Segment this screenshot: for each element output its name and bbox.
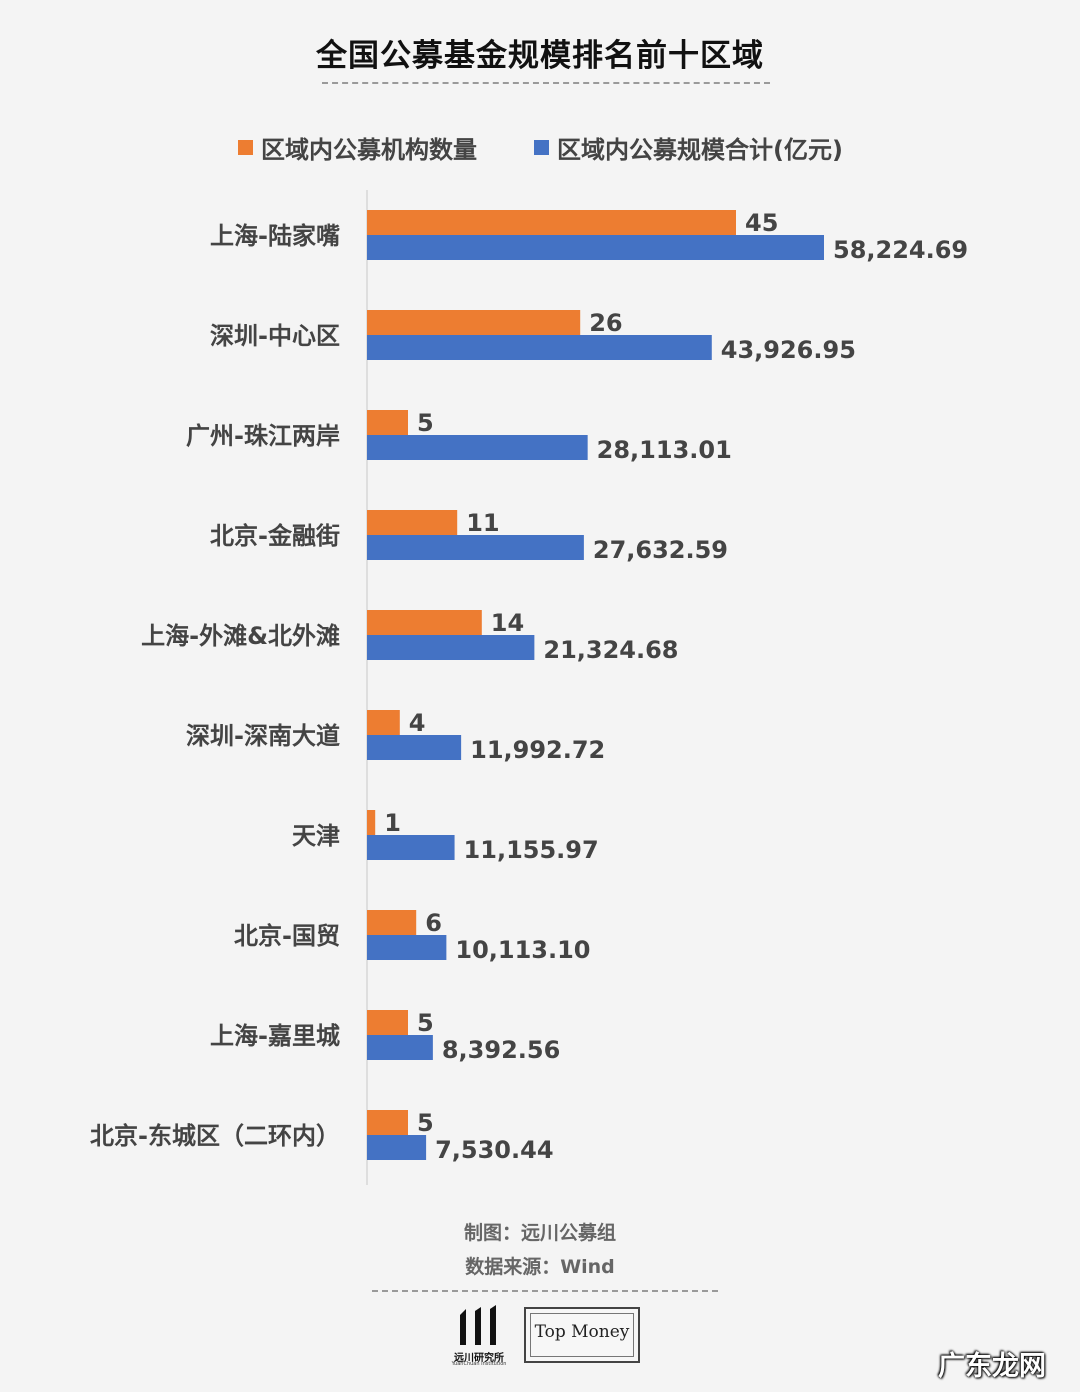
- bar-scale: [367, 435, 588, 460]
- yuanchuan-logo: 远川研究所 YuanChuan Institution: [444, 1305, 514, 1367]
- bar-scale: [367, 935, 447, 960]
- yuanchuan-logo-sub: YuanChuan Institution: [451, 1361, 507, 1367]
- bar-scale: [367, 1035, 433, 1060]
- category-label: 上海-嘉里城: [210, 1022, 340, 1050]
- watermark: 广东龙网: [938, 1351, 1046, 1382]
- title-divider: [322, 82, 770, 84]
- legend-label-scale: 区域内公募规模合计(亿元): [557, 136, 843, 164]
- bar-count: [367, 310, 581, 335]
- data-label-scale: 7,530.44: [435, 1136, 553, 1164]
- data-label-count: 45: [745, 209, 778, 237]
- bar-count: [367, 910, 417, 935]
- bar-count: [367, 210, 736, 235]
- category-label: 上海-陆家嘴: [210, 222, 340, 250]
- legend: 区域内公募机构数量 区域内公募规模合计(亿元): [0, 130, 1080, 164]
- data-label-count: 5: [417, 1109, 434, 1137]
- data-label-scale: 28,113.01: [597, 436, 732, 464]
- bar-count: [367, 1010, 408, 1035]
- data-label-scale: 27,632.59: [593, 536, 728, 564]
- data-label-count: 6: [425, 909, 442, 937]
- yuanchuan-logo-mark: [460, 1305, 496, 1345]
- data-label-scale: 11,155.97: [464, 836, 599, 864]
- data-label-scale: 8,392.56: [442, 1036, 560, 1064]
- legend-label-count: 区域内公募机构数量: [261, 136, 477, 164]
- data-label-scale: 10,113.10: [455, 936, 590, 964]
- bar-scale: [367, 335, 712, 360]
- footer-source: 数据来源：Wind: [465, 1256, 615, 1278]
- category-label: 北京-金融街: [210, 522, 340, 550]
- category-label: 广州-珠江两岸: [186, 422, 340, 450]
- data-label-count: 4: [409, 709, 426, 737]
- legend-swatch-scale: [534, 140, 549, 155]
- chart-title: 全国公募基金规模排名前十区域: [316, 38, 764, 74]
- bar-count: [367, 410, 408, 435]
- data-label-scale: 11,992.72: [470, 736, 605, 764]
- data-label-count: 11: [466, 509, 499, 537]
- bar-scale: [367, 535, 584, 560]
- legend-swatch-count: [238, 140, 253, 155]
- topmoney-logo-text: Top Money: [534, 1322, 630, 1342]
- bar-scale: [367, 635, 535, 660]
- category-label: 上海-外滩&北外滩: [141, 622, 340, 650]
- category-label: 北京-国贸: [234, 922, 340, 950]
- bar-scale: [367, 235, 824, 260]
- data-label-count: 5: [417, 1009, 434, 1037]
- data-label-scale: 43,926.95: [721, 336, 856, 364]
- data-label-count: 14: [491, 609, 524, 637]
- data-label-count: 5: [417, 409, 434, 437]
- data-label-count: 1: [384, 809, 401, 837]
- bar-scale: [367, 1135, 427, 1160]
- category-label: 北京-东城区（二环内）: [90, 1122, 340, 1150]
- yuanchuan-logo-name: 远川研究所: [454, 1353, 504, 1364]
- legend-item-count: 区域内公募机构数量: [238, 130, 477, 165]
- topmoney-logo: Top Money: [524, 1307, 640, 1363]
- topmoney-logo-frame: [530, 1313, 634, 1357]
- bar-chart: 上海-陆家嘴 45 58,224.69 深圳-中心区 26 43,926.95 广州-珠江两…: [0, 190, 1080, 1190]
- bar-count: [367, 510, 458, 535]
- bar-scale: [367, 835, 455, 860]
- bar-scale: [367, 735, 462, 760]
- bar-count: [367, 710, 400, 735]
- data-label-scale: 21,324.68: [543, 636, 678, 664]
- footer-divider: [372, 1290, 718, 1292]
- category-label: 天津: [292, 822, 340, 850]
- bar-count: [367, 1110, 408, 1135]
- data-label-count: 26: [589, 309, 622, 337]
- bar-count: [367, 610, 482, 635]
- footer-maker: 制图：远川公募组: [463, 1222, 616, 1244]
- legend-item-scale: 区域内公募规模合计(亿元): [534, 130, 843, 165]
- category-label: 深圳-深南大道: [186, 722, 340, 750]
- category-label: 深圳-中心区: [210, 322, 340, 350]
- bar-count: [367, 810, 376, 835]
- data-label-scale: 58,224.69: [833, 236, 968, 264]
